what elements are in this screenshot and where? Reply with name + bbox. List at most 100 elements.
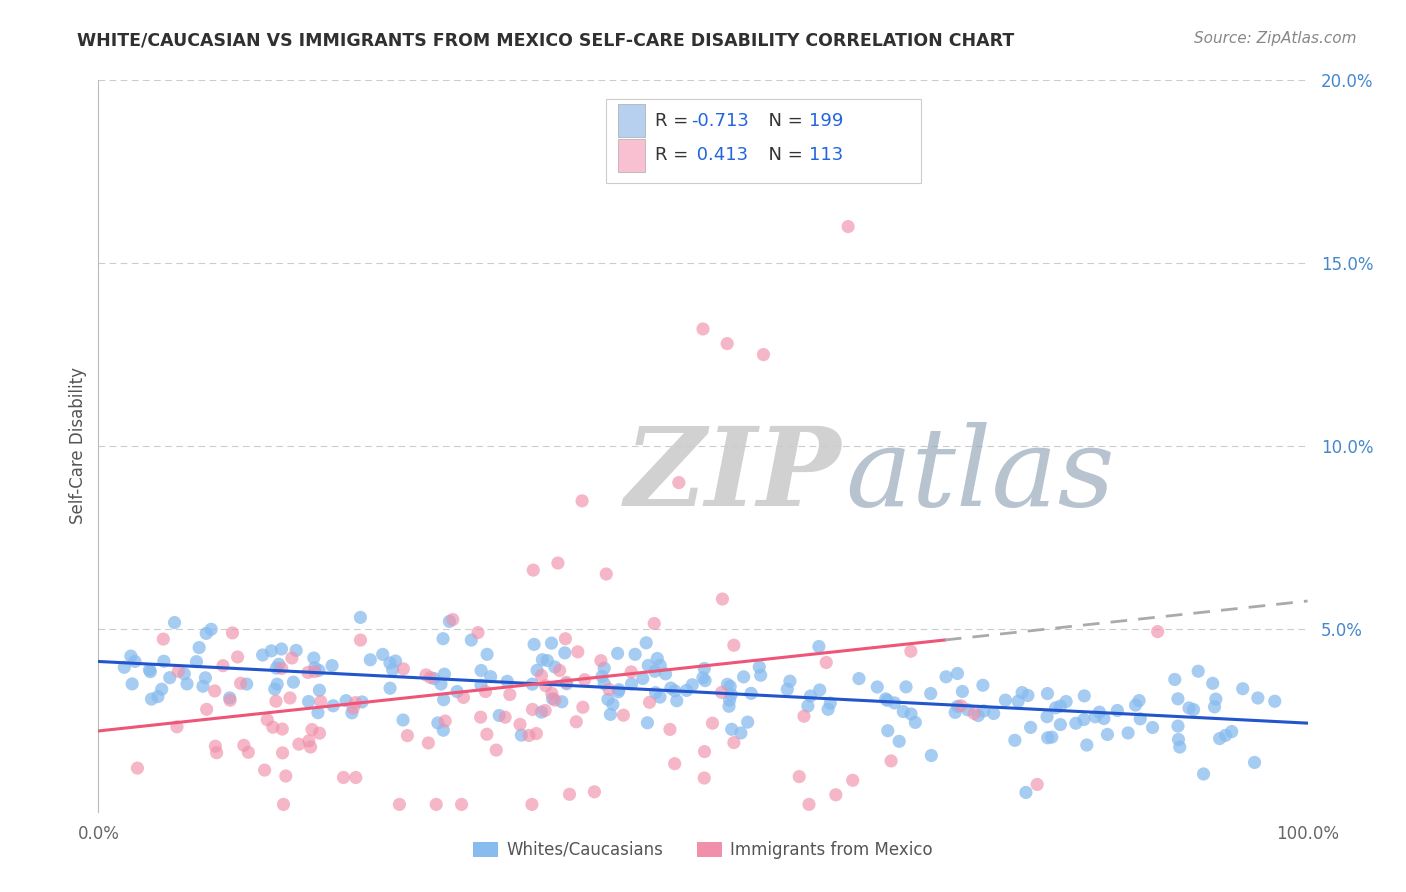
Point [195,702,218,716]
Point [141,692,163,706]
Point [818,696,841,710]
Point [894,680,917,694]
Point [520,797,543,812]
Point [1017,689,1039,703]
Point [547,556,569,570]
Point [1084,710,1107,724]
Point [946,699,969,714]
Point [266,661,288,675]
Point [554,632,576,646]
Point [636,636,658,650]
Point [619,164,641,178]
Y-axis label: Self-Care Disability: Self-Care Disability [69,368,87,524]
Point [426,715,449,730]
Point [297,665,319,680]
Point [808,682,831,697]
Point [434,714,457,728]
Point [740,686,762,700]
Point [526,663,548,677]
Point [1040,730,1063,744]
Point [531,653,554,667]
Point [301,723,323,737]
Point [555,677,578,691]
Point [645,651,668,665]
Point [876,723,898,738]
Point [866,680,889,694]
Point [278,690,301,705]
Point [730,726,752,740]
Point [1036,687,1059,701]
Point [880,754,903,768]
Point [943,706,966,720]
Point [544,660,567,674]
Point [453,690,475,705]
Point [748,660,770,674]
Point [1215,728,1237,742]
Point [776,682,799,697]
Point [288,737,311,751]
Point [308,664,330,678]
Point [1036,731,1059,745]
Point [475,648,498,662]
Point [335,694,357,708]
Point [659,723,682,737]
Point [693,745,716,759]
Point [1019,720,1042,734]
Point [824,788,846,802]
Point [218,690,240,705]
Point [283,675,305,690]
Point [274,769,297,783]
Point [620,677,643,691]
Point [949,698,972,713]
Point [441,613,464,627]
Point [342,701,364,715]
Point [432,723,454,738]
Point [956,703,979,717]
Point [522,677,544,691]
Point [1167,719,1189,733]
Point [308,683,330,698]
Point [1088,705,1111,719]
Point [152,632,174,646]
Point [723,638,745,652]
Point [256,713,278,727]
Point [530,705,553,719]
Point [153,654,176,668]
Point [307,706,329,720]
Point [654,666,676,681]
Point [309,694,332,708]
Point [900,644,922,658]
Point [648,690,671,704]
Point [540,686,562,700]
Point [522,563,544,577]
Point [194,671,217,685]
Point [439,615,461,629]
Point [191,679,214,693]
Point [1116,726,1139,740]
Point [523,637,546,651]
Point [883,696,905,710]
Point [848,672,870,686]
Point [304,665,326,679]
Point [1247,690,1270,705]
Point [737,715,759,730]
Point [1097,727,1119,741]
Point [432,632,454,646]
Point [285,643,308,657]
Point [807,640,830,654]
Point [1168,740,1191,755]
Point [702,716,724,731]
Point [1187,665,1209,679]
Point [797,698,820,713]
Point [994,693,1017,707]
Point [332,771,354,785]
Point [876,693,898,707]
Point [551,695,574,709]
Point [344,771,367,785]
Point [1073,713,1095,727]
Point [524,726,547,740]
Point [1036,709,1059,723]
Point [479,670,502,684]
Point [1045,701,1067,715]
Point [378,656,401,670]
